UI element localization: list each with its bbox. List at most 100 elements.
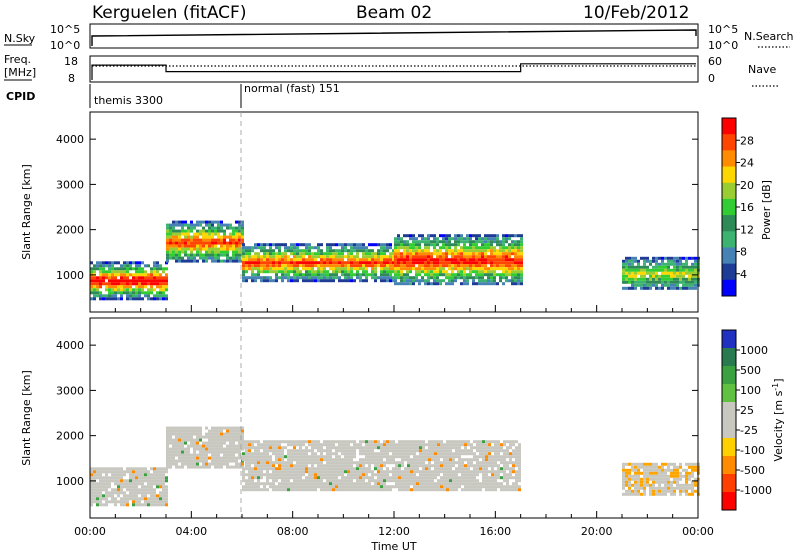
velocity-cell-2 <box>461 488 464 492</box>
velocity-cell-2 <box>317 440 320 444</box>
power-cell-3 <box>409 246 412 250</box>
power-cell-0 <box>129 279 132 283</box>
power-cell-0 <box>135 267 138 271</box>
velocity-cell-2 <box>323 485 326 489</box>
velocity-cell-2 <box>314 443 317 447</box>
velocity-cell-2 <box>317 461 320 465</box>
power-cell-3 <box>511 234 514 238</box>
velocity-cell-2 <box>296 479 299 483</box>
power-cell-2 <box>305 258 308 262</box>
velocity-cell-2 <box>413 446 416 450</box>
velocity-cell-2 <box>260 470 263 474</box>
power-cell-4 <box>640 265 643 269</box>
velocity-cell-2 <box>446 443 449 447</box>
velocity-cell-3 <box>670 489 673 493</box>
velocity-cell-2 <box>356 461 359 465</box>
power-cell-0 <box>153 294 156 298</box>
power-cell-2 <box>254 252 257 256</box>
power-cell-1 <box>232 250 235 254</box>
velocity-cell-2 <box>362 452 365 456</box>
velocity-cell-2 <box>437 464 440 468</box>
velocity-cell-2 <box>506 464 509 468</box>
velocity-cell-0 <box>135 500 138 504</box>
power-cell-1 <box>172 244 175 248</box>
power-cell-1 <box>178 259 181 263</box>
power-cell-2 <box>392 264 395 268</box>
power-cell-0 <box>132 291 135 295</box>
velocity-cell-2 <box>380 467 383 471</box>
velocity-cell-0 <box>96 500 99 504</box>
velocity-cell-2 <box>386 446 389 450</box>
power-cell-1 <box>166 235 169 239</box>
velocity-cell-2 <box>278 476 281 480</box>
power-cell-3 <box>493 267 496 271</box>
velocity-cell-2 <box>326 479 329 483</box>
velocity-cell-2 <box>365 473 368 477</box>
power-cell-0 <box>138 294 141 298</box>
power-cell-2 <box>263 258 266 262</box>
power-cell-4 <box>685 259 688 263</box>
velocity-cell-3 <box>625 477 628 481</box>
velocity-cell-2 <box>467 482 470 486</box>
power-cell-4 <box>682 268 685 272</box>
velocity-cell-2 <box>479 467 482 471</box>
velocity-cell-2 <box>254 467 257 471</box>
velocity-cell-2 <box>278 485 281 489</box>
velocity-cell-2 <box>410 461 413 465</box>
velocity-cell-2 <box>503 488 506 492</box>
velocity-cell-2 <box>308 455 311 459</box>
velocity-cell-0 <box>117 488 120 492</box>
velocity-cell-0 <box>120 491 123 495</box>
power-cell-4 <box>676 274 679 278</box>
power-cell-3 <box>424 279 427 283</box>
power-cell-1 <box>199 241 202 245</box>
velocity-cell-2 <box>422 473 425 477</box>
velocity-cell-2 <box>374 485 377 489</box>
power-cell-2 <box>254 255 257 259</box>
power-cell-3 <box>415 255 418 259</box>
velocity-cell-0 <box>90 482 93 486</box>
velocity-cell-2 <box>335 452 338 456</box>
velocity-cell-2 <box>341 467 344 471</box>
power-cell-2 <box>377 276 380 280</box>
velocity-cell-0 <box>129 467 132 471</box>
velocity-cell-1 <box>202 459 205 463</box>
velocity-cell-3 <box>682 489 685 493</box>
velocity-cell-2 <box>407 479 410 483</box>
power-cell-1 <box>229 235 232 239</box>
velocity-cell-1 <box>226 429 229 433</box>
power-cell-3 <box>487 261 490 265</box>
power-cell-3 <box>496 261 499 265</box>
power-cell-2 <box>317 243 320 247</box>
power-cell-3 <box>466 258 469 262</box>
power-cell-1 <box>190 220 193 224</box>
velocity-cell-2 <box>452 488 455 492</box>
power-cell-0 <box>126 267 129 271</box>
velocity-cell-1 <box>181 465 184 469</box>
power-cell-1 <box>178 241 181 245</box>
velocity-cell-2 <box>278 464 281 468</box>
power-cell-3 <box>481 264 484 268</box>
power-cell-0 <box>126 285 129 289</box>
velocity-cell-1 <box>181 429 184 433</box>
velocity-cell-0 <box>96 467 99 471</box>
velocity-cell-2 <box>299 452 302 456</box>
power-cell-3 <box>442 246 445 250</box>
power-cell-4 <box>658 274 661 278</box>
velocity-cell-2 <box>440 488 443 492</box>
velocity-cell-2 <box>431 446 434 450</box>
velocity-cell-1 <box>178 444 181 448</box>
power-cell-2 <box>242 279 245 283</box>
power-cell-4 <box>652 265 655 269</box>
power-cell-2 <box>320 261 323 265</box>
velocity-cell-1 <box>208 429 211 433</box>
velocity-cell-2 <box>308 461 311 465</box>
power-cell-2 <box>353 249 356 253</box>
velocity-cell-3 <box>664 474 667 478</box>
power-cell-3 <box>430 252 433 256</box>
velocity-cell-0 <box>162 467 165 471</box>
velocity-cell-2 <box>362 470 365 474</box>
power-cell-2 <box>308 264 311 268</box>
power-cell-1 <box>226 244 229 248</box>
velocity-cell-3 <box>652 477 655 481</box>
